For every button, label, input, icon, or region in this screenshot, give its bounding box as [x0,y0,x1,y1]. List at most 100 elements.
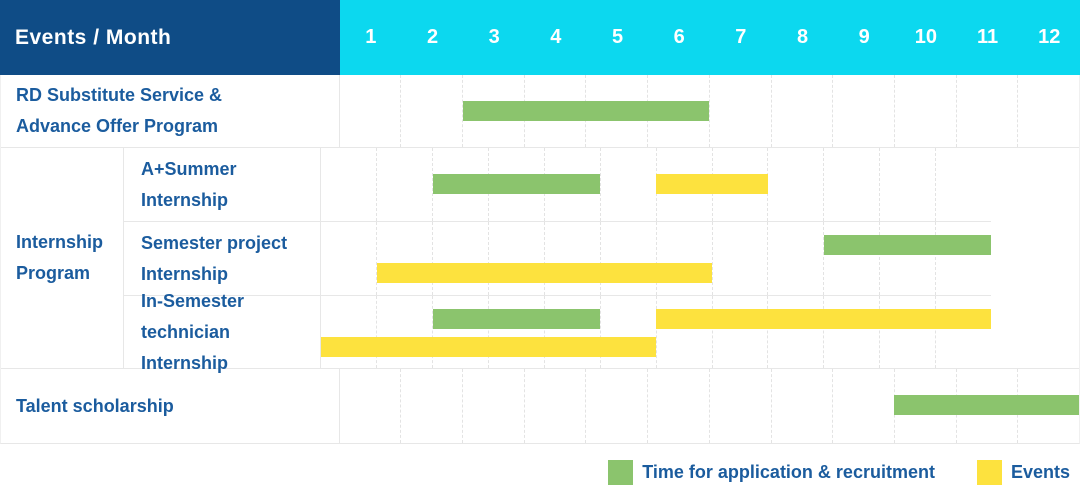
table-row: In-Semester technician Internship [124,291,991,373]
table-row: Talent scholarship [1,369,1079,443]
row-label-line: Internship [141,189,229,210]
month-label: 12 [1038,26,1061,48]
row-label-in-semester-technician: In-Semester technician Internship [124,291,322,373]
month-column [879,222,935,295]
month-column [432,222,488,295]
month-grid-row [340,75,1079,147]
month-column [823,222,879,295]
month-column [767,222,823,295]
month-column [376,222,432,295]
chart-legend: Time for application & recruitment Event… [608,460,1070,485]
application-recruitment-bar [823,235,991,255]
table-row: A+Summer Internship [124,148,991,221]
month-label: 4 [550,26,562,48]
month-label: 8 [796,26,809,48]
application-recruitment-bar [462,101,710,121]
month-column [1017,75,1079,147]
month-label: 1 [365,26,377,48]
table-row: RD Substitute Service & Advance Offer Pr… [1,75,1079,148]
table-body: RD Substitute Service & Advance Offer Pr… [0,75,1080,444]
month-column [767,148,823,221]
application-recruitment-bar [432,174,601,194]
month-column [400,75,462,147]
month-column [599,222,656,295]
month-column [711,296,768,368]
month-column [585,369,647,443]
month-label: 7 [735,26,747,48]
row-label-line: A+Summer [141,158,237,179]
month-grid-row [321,222,991,295]
application-recruitment-bar [894,395,1079,415]
month-column [487,222,544,295]
row-label-rd-substitute: RD Substitute Service & Advance Offer Pr… [1,75,340,147]
green-swatch-icon [608,460,634,485]
month-label: 9 [858,26,870,48]
legend-item-application-recruitment: Time for application & recruitment [608,460,935,485]
month-column [655,296,712,368]
month-label: 3 [488,26,500,48]
month-header-row: 1 2 3 4 5 6 7 8 9 10 11 12 [340,0,1080,75]
month-column [823,296,879,368]
row-label-line: In-Semester [141,290,245,311]
row-label-line: Internship [141,263,229,284]
month-column [767,296,823,368]
month-column [487,296,544,368]
month-column [879,148,935,221]
group-label-line: Program [16,263,91,283]
month-column [655,222,712,295]
row-label-line: Semester project [141,232,288,253]
month-label: 2 [426,26,439,48]
month-column [770,369,833,443]
legend-label: Time for application & recruitment [642,462,935,482]
month-column [832,75,894,147]
row-label-a-plus-summer: A+Summer Internship [124,148,322,221]
events-bar [656,309,991,329]
month-label: 5 [611,26,624,48]
month-column [376,148,432,221]
month-label: 10 [914,26,937,48]
month-column [708,75,771,147]
application-recruitment-bar [432,309,601,329]
events-bar [321,337,657,357]
month-column [321,222,376,295]
month-column [523,369,586,443]
table-row: Semester project Internship [124,221,991,295]
month-column [599,148,656,221]
group-label-line: Internship [16,232,104,252]
month-column [711,222,768,295]
row-label-line: Talent scholarship [16,395,174,416]
row-label-talent-scholarship: Talent scholarship [1,369,340,443]
events-month-header: Events / Month [0,0,340,75]
row-label-line: RD Substitute Service & [16,85,223,105]
month-column [462,75,524,147]
month-column [340,369,401,443]
month-column [935,296,991,368]
yellow-swatch-icon [976,460,1002,485]
internship-subrows: A+Summer Internship Semester project Int… [124,148,991,373]
month-column [935,222,991,295]
month-column [432,296,488,368]
events-bar [656,174,768,194]
row-label-line: technician Internship [141,321,231,373]
month-column [340,75,401,147]
row-label-line: Advance Offer Program [16,116,219,136]
month-column [321,296,376,368]
events-bar [377,263,712,283]
month-grid-row [321,296,991,368]
schedule-table: Events / Month 1 2 3 4 5 6 7 8 9 10 11 12 RD Substi… [0,0,1080,444]
month-column [647,369,709,443]
month-column [935,148,991,221]
month-column [400,369,462,443]
month-column [462,369,524,443]
month-grid-row [340,369,1079,443]
month-column [543,222,600,295]
month-column [879,296,935,368]
table-header-row: Events / Month 1 2 3 4 5 6 7 8 9 10 11 12 [0,0,1080,75]
internship-program-group: Internship Program A+Summer Internship S… [1,148,1079,373]
month-column [376,296,432,368]
month-column [432,148,488,221]
month-label: 11 [976,26,999,48]
month-column [321,148,376,221]
month-label: 6 [673,26,685,48]
